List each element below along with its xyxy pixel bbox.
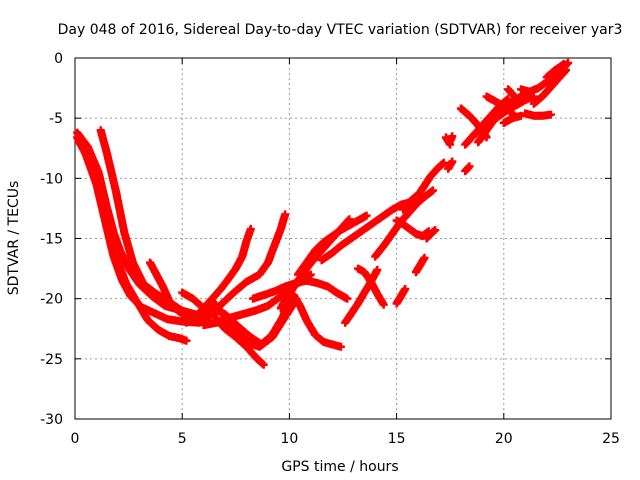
series-track-23 — [392, 285, 410, 308]
series-track-26 — [422, 226, 440, 243]
series-track-22 — [414, 158, 448, 200]
data-point — [517, 111, 525, 120]
series-track-3 — [75, 138, 191, 345]
data-point — [411, 192, 420, 201]
data-point — [259, 360, 268, 369]
data-point — [306, 270, 315, 279]
series-track-39 — [461, 162, 474, 176]
x-tick-label: 25 — [602, 431, 620, 447]
series-track-35 — [529, 66, 570, 108]
y-tick-label: 0 — [54, 51, 63, 67]
axis-ticks: 0 5 10 15 20 25 0 -5 -10 -15 -20 -25 -30 — [40, 51, 620, 447]
x-tick-label: 0 — [71, 431, 80, 447]
data-point — [559, 60, 568, 68]
series-track-37 — [499, 111, 525, 127]
x-tick-label: 20 — [495, 431, 513, 447]
x-axis-label: GPS time / hours — [281, 459, 398, 475]
series-track-33 — [482, 92, 517, 118]
series-track-40 — [446, 132, 457, 145]
data-point — [562, 66, 570, 74]
data-point — [401, 285, 410, 293]
series-track-32 — [456, 104, 491, 142]
data-point — [429, 186, 437, 195]
data-point — [448, 132, 457, 141]
series-track-28 — [444, 157, 457, 173]
y-tick-label: -30 — [40, 412, 63, 428]
data-point — [547, 110, 555, 119]
data-point — [281, 210, 290, 219]
series-track-25 — [411, 253, 429, 277]
data-point — [362, 211, 371, 220]
y-tick-label: -25 — [40, 352, 63, 368]
data-point — [439, 158, 448, 167]
y-tick-label: -15 — [40, 232, 63, 248]
x-tick-label: 10 — [280, 431, 298, 447]
series-track-24 — [399, 192, 420, 214]
data-point — [182, 336, 191, 345]
data-point — [420, 253, 429, 262]
data-point — [510, 92, 519, 101]
data-point — [448, 157, 457, 166]
y-axis-label: SDTVAR / TECUs — [6, 181, 22, 296]
series-track-16 — [281, 276, 352, 303]
series-track-36 — [521, 109, 555, 120]
data-points — [73, 58, 573, 369]
data-point — [379, 300, 388, 309]
series-track-11 — [208, 297, 298, 351]
series-track-41 — [504, 85, 519, 101]
data-point — [373, 265, 382, 274]
y-tick-label: -20 — [40, 292, 63, 308]
y-tick-label: -10 — [40, 171, 63, 187]
series-track-8 — [191, 224, 255, 322]
series-track-38 — [542, 60, 568, 82]
x-tick-label: 5 — [178, 431, 187, 447]
series-track-19 — [354, 264, 388, 309]
data-point — [336, 342, 345, 351]
y-tick-label: -5 — [49, 111, 63, 127]
data-point — [343, 294, 352, 303]
series-track-21 — [392, 216, 433, 241]
data-point — [482, 133, 491, 142]
data-point — [431, 226, 440, 235]
series-track-15 — [294, 211, 371, 279]
series-track-20 — [371, 186, 437, 261]
series-track-13 — [276, 291, 345, 351]
data-point — [246, 224, 255, 233]
chart-title: Day 048 of 2016, Sidereal Day-to-day VTE… — [58, 22, 623, 38]
x-tick-label: 15 — [388, 431, 406, 447]
data-point — [465, 162, 474, 171]
